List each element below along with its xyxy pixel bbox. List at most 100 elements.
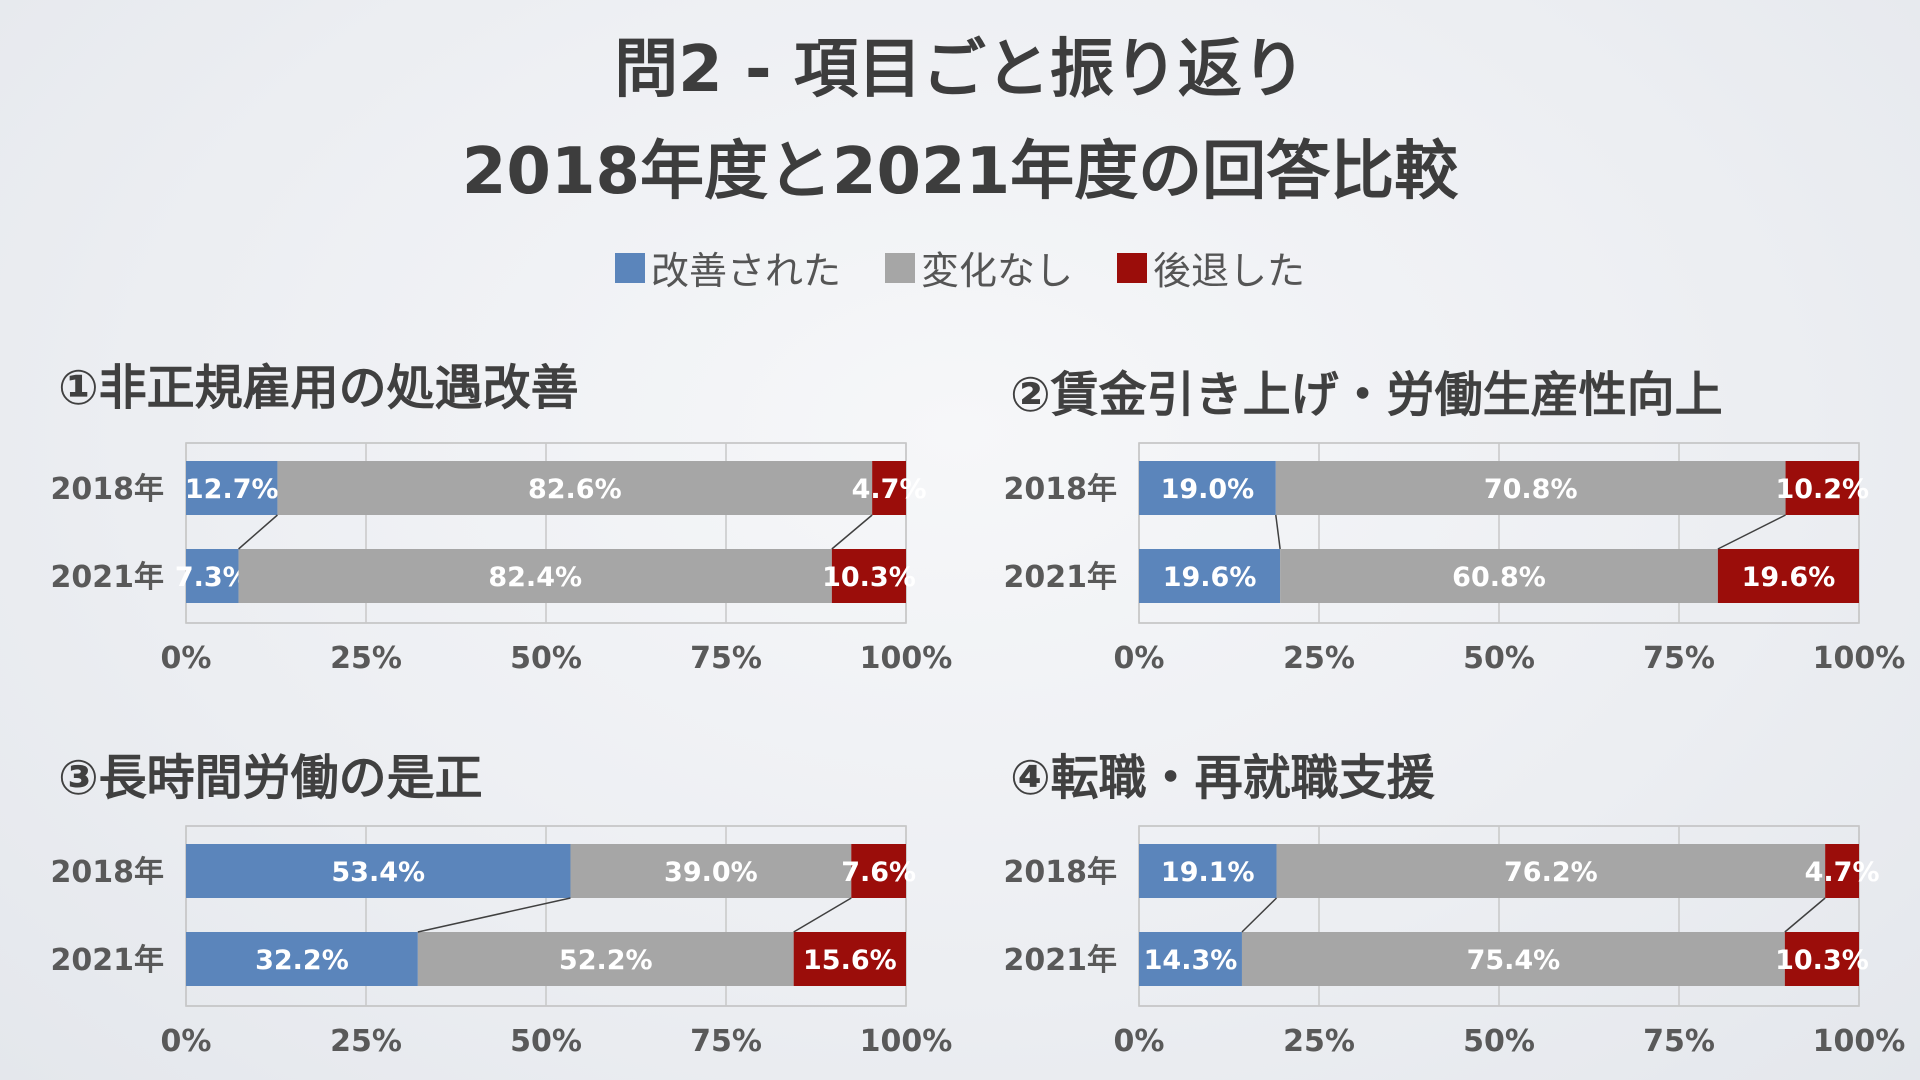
bar-improved	[186, 461, 278, 515]
data-label: 39.0%	[664, 857, 758, 888]
bar-improved	[186, 932, 418, 986]
bar-declined	[1825, 844, 1859, 898]
legend-item-unchanged: 変化なし	[884, 240, 1073, 295]
legend-swatch-declined	[1117, 252, 1147, 283]
series-line	[1241, 897, 1278, 933]
bar-declined	[872, 461, 906, 515]
bar-unchanged	[1280, 549, 1718, 603]
bar-declined	[831, 549, 906, 603]
x-tick-label: 50%	[1463, 1024, 1535, 1059]
series-line	[1784, 897, 1826, 933]
chart-3: 0% 25% 50% 75% 100% 2018年 2021年 53.4% 39.0% 7.6% 3…	[51, 825, 953, 1059]
y-category-label: 2021年	[1004, 560, 1118, 595]
chart-title-3: ③長時間労働の是正	[58, 750, 483, 806]
x-tick-label: 0%	[1114, 1024, 1165, 1059]
x-tick-label: 100%	[1813, 1024, 1906, 1059]
bar-unchanged	[1275, 461, 1786, 515]
data-label: 10.3%	[822, 562, 916, 593]
series-line	[417, 897, 571, 933]
bar-unchanged	[1241, 932, 1785, 986]
x-tick-label: 25%	[1283, 641, 1355, 676]
bar-improved	[1139, 932, 1242, 986]
x-tick-label: 50%	[510, 1024, 582, 1059]
chart-2: 0% 25% 50% 75% 100% 2018年 2021年 19.0% 70.8% 10.2%…	[1004, 442, 1905, 676]
data-label: 15.6%	[803, 945, 897, 976]
data-label: 7.3%	[175, 562, 250, 593]
x-tick-label: 75%	[690, 641, 762, 676]
y-category-label: 2021年	[1004, 943, 1118, 978]
x-tick-label: 100%	[860, 1024, 953, 1059]
bar-improved	[186, 844, 571, 898]
x-tick-label: 75%	[1643, 641, 1715, 676]
data-label: 82.6%	[528, 474, 622, 505]
x-tick-label: 0%	[161, 641, 212, 676]
y-category-label: 2018年	[1004, 472, 1118, 507]
data-label: 10.2%	[1775, 474, 1869, 505]
y-category-label: 2021年	[51, 560, 165, 595]
bar-unchanged	[238, 549, 832, 603]
bar-declined	[851, 844, 906, 898]
bar-unchanged	[570, 844, 852, 898]
x-tick-label: 25%	[1283, 1024, 1355, 1059]
data-label: 19.0%	[1161, 474, 1255, 505]
legend: 改善された 変化なし 後退した	[0, 240, 1920, 295]
data-label: 82.4%	[488, 562, 582, 593]
bar-unchanged	[1276, 844, 1826, 898]
data-label: 76.2%	[1504, 857, 1598, 888]
series-line	[238, 514, 278, 550]
x-tick-label: 100%	[860, 641, 953, 676]
chart-title-4: ④転職・再就職支援	[1010, 750, 1435, 806]
data-label: 4.7%	[1805, 857, 1880, 888]
series-line	[793, 897, 852, 933]
bar-improved	[1139, 461, 1276, 515]
x-tick-label: 0%	[161, 1024, 212, 1059]
data-label: 32.2%	[255, 945, 349, 976]
bar-declined	[1784, 932, 1859, 986]
chart-4: 0% 25% 50% 75% 100% 2018年 2021年 19.1% 76.2% 4.7% 1…	[1004, 825, 1906, 1059]
legend-label-improved: 改善された	[650, 249, 841, 293]
y-category-label: 2018年	[51, 472, 165, 507]
data-label: 7.6%	[841, 857, 916, 888]
x-tick-label: 25%	[330, 1024, 402, 1059]
legend-label-declined: 後退した	[1153, 249, 1306, 293]
series-line	[1717, 514, 1786, 550]
chart-1: 0% 25% 50% 75% 100% 2018年 2021年 12.7% 82.6% 4.7% 7…	[51, 442, 953, 676]
data-label: 53.4%	[331, 857, 425, 888]
bar-unchanged	[417, 932, 794, 986]
data-label: 70.8%	[1484, 474, 1578, 505]
data-label: 12.7%	[185, 474, 279, 505]
chart-title-2: ②賃金引き上げ・労働生産性向上	[1010, 367, 1723, 423]
data-label: 60.8%	[1452, 562, 1546, 593]
data-label: 52.2%	[559, 945, 653, 976]
data-label: 19.1%	[1161, 857, 1255, 888]
data-label: 14.3%	[1144, 945, 1238, 976]
bar-improved	[1139, 549, 1281, 603]
y-category-label: 2021年	[51, 943, 165, 978]
data-label: 10.3%	[1775, 945, 1869, 976]
legend-label-unchanged: 変化なし	[920, 249, 1073, 293]
x-tick-label: 75%	[690, 1024, 762, 1059]
bar-declined	[793, 932, 906, 986]
bar-improved	[1139, 844, 1277, 898]
y-category-label: 2018年	[1004, 855, 1118, 890]
x-tick-label: 50%	[1463, 641, 1535, 676]
y-category-label: 2018年	[51, 855, 165, 890]
series-line	[831, 514, 873, 550]
series-line	[1275, 514, 1281, 550]
x-tick-label: 75%	[1643, 1024, 1715, 1059]
bar-unchanged	[277, 461, 873, 515]
data-label: 19.6%	[1163, 562, 1257, 593]
legend-item-declined: 後退した	[1117, 240, 1305, 295]
page-title: 問2 - 項目ごと振り返り	[614, 33, 1306, 107]
bar-declined	[1785, 461, 1859, 515]
legend-swatch-unchanged	[884, 252, 915, 283]
x-tick-label: 50%	[510, 641, 582, 676]
data-label: 19.6%	[1742, 562, 1836, 593]
bar-improved	[186, 549, 239, 603]
bar-declined	[1717, 549, 1859, 603]
chart-title-1: ①非正規雇用の処遇改善	[58, 360, 579, 416]
x-tick-label: 0%	[1114, 641, 1165, 676]
page-subtitle: 2018年度と2021年度の回答比較	[461, 135, 1459, 209]
legend-swatch-improved	[614, 252, 645, 283]
